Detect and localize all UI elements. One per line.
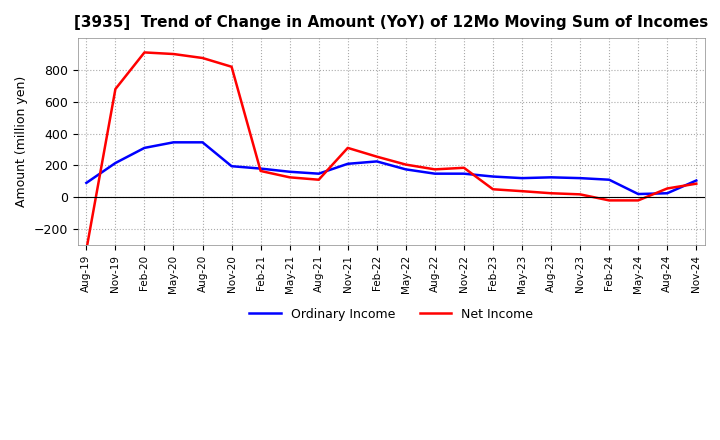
Ordinary Income (140, 145, 149, 150)
Line: Ordinary Income: Ordinary Income (86, 142, 696, 194)
Net Income (140, 50, 149, 55)
Net Income (315, 177, 323, 182)
Legend: Ordinary Income, Net Income: Ordinary Income, Net Income (244, 303, 539, 326)
Net Income (634, 198, 642, 203)
Net Income (459, 165, 468, 170)
Ordinary Income (576, 176, 585, 181)
Ordinary Income (634, 191, 642, 197)
Net Income (605, 198, 613, 203)
Net Income (228, 64, 236, 70)
Net Income (256, 169, 265, 174)
Ordinary Income (111, 160, 120, 165)
Y-axis label: Amount (million yen): Amount (million yen) (15, 76, 28, 207)
Net Income (111, 86, 120, 92)
Line: Net Income: Net Income (86, 52, 696, 250)
Net Income (82, 247, 91, 253)
Net Income (198, 55, 207, 61)
Net Income (489, 187, 498, 192)
Ordinary Income (459, 171, 468, 176)
Net Income (431, 167, 439, 172)
Ordinary Income (489, 174, 498, 179)
Ordinary Income (228, 164, 236, 169)
Ordinary Income (169, 139, 178, 145)
Net Income (663, 186, 672, 191)
Ordinary Income (343, 161, 352, 166)
Net Income (169, 51, 178, 57)
Net Income (518, 188, 526, 194)
Net Income (576, 192, 585, 197)
Ordinary Income (431, 171, 439, 176)
Ordinary Income (402, 167, 410, 172)
Ordinary Income (315, 171, 323, 176)
Ordinary Income (692, 178, 701, 183)
Net Income (402, 162, 410, 167)
Ordinary Income (198, 139, 207, 145)
Ordinary Income (518, 176, 526, 181)
Net Income (343, 145, 352, 150)
Ordinary Income (256, 166, 265, 171)
Net Income (546, 191, 555, 196)
Net Income (692, 181, 701, 186)
Net Income (372, 154, 381, 159)
Ordinary Income (372, 159, 381, 164)
Ordinary Income (546, 175, 555, 180)
Ordinary Income (663, 191, 672, 196)
Net Income (285, 175, 294, 180)
Ordinary Income (82, 180, 91, 186)
Ordinary Income (605, 177, 613, 182)
Title: [3935]  Trend of Change in Amount (YoY) of 12Mo Moving Sum of Incomes: [3935] Trend of Change in Amount (YoY) o… (74, 15, 708, 30)
Ordinary Income (285, 169, 294, 174)
